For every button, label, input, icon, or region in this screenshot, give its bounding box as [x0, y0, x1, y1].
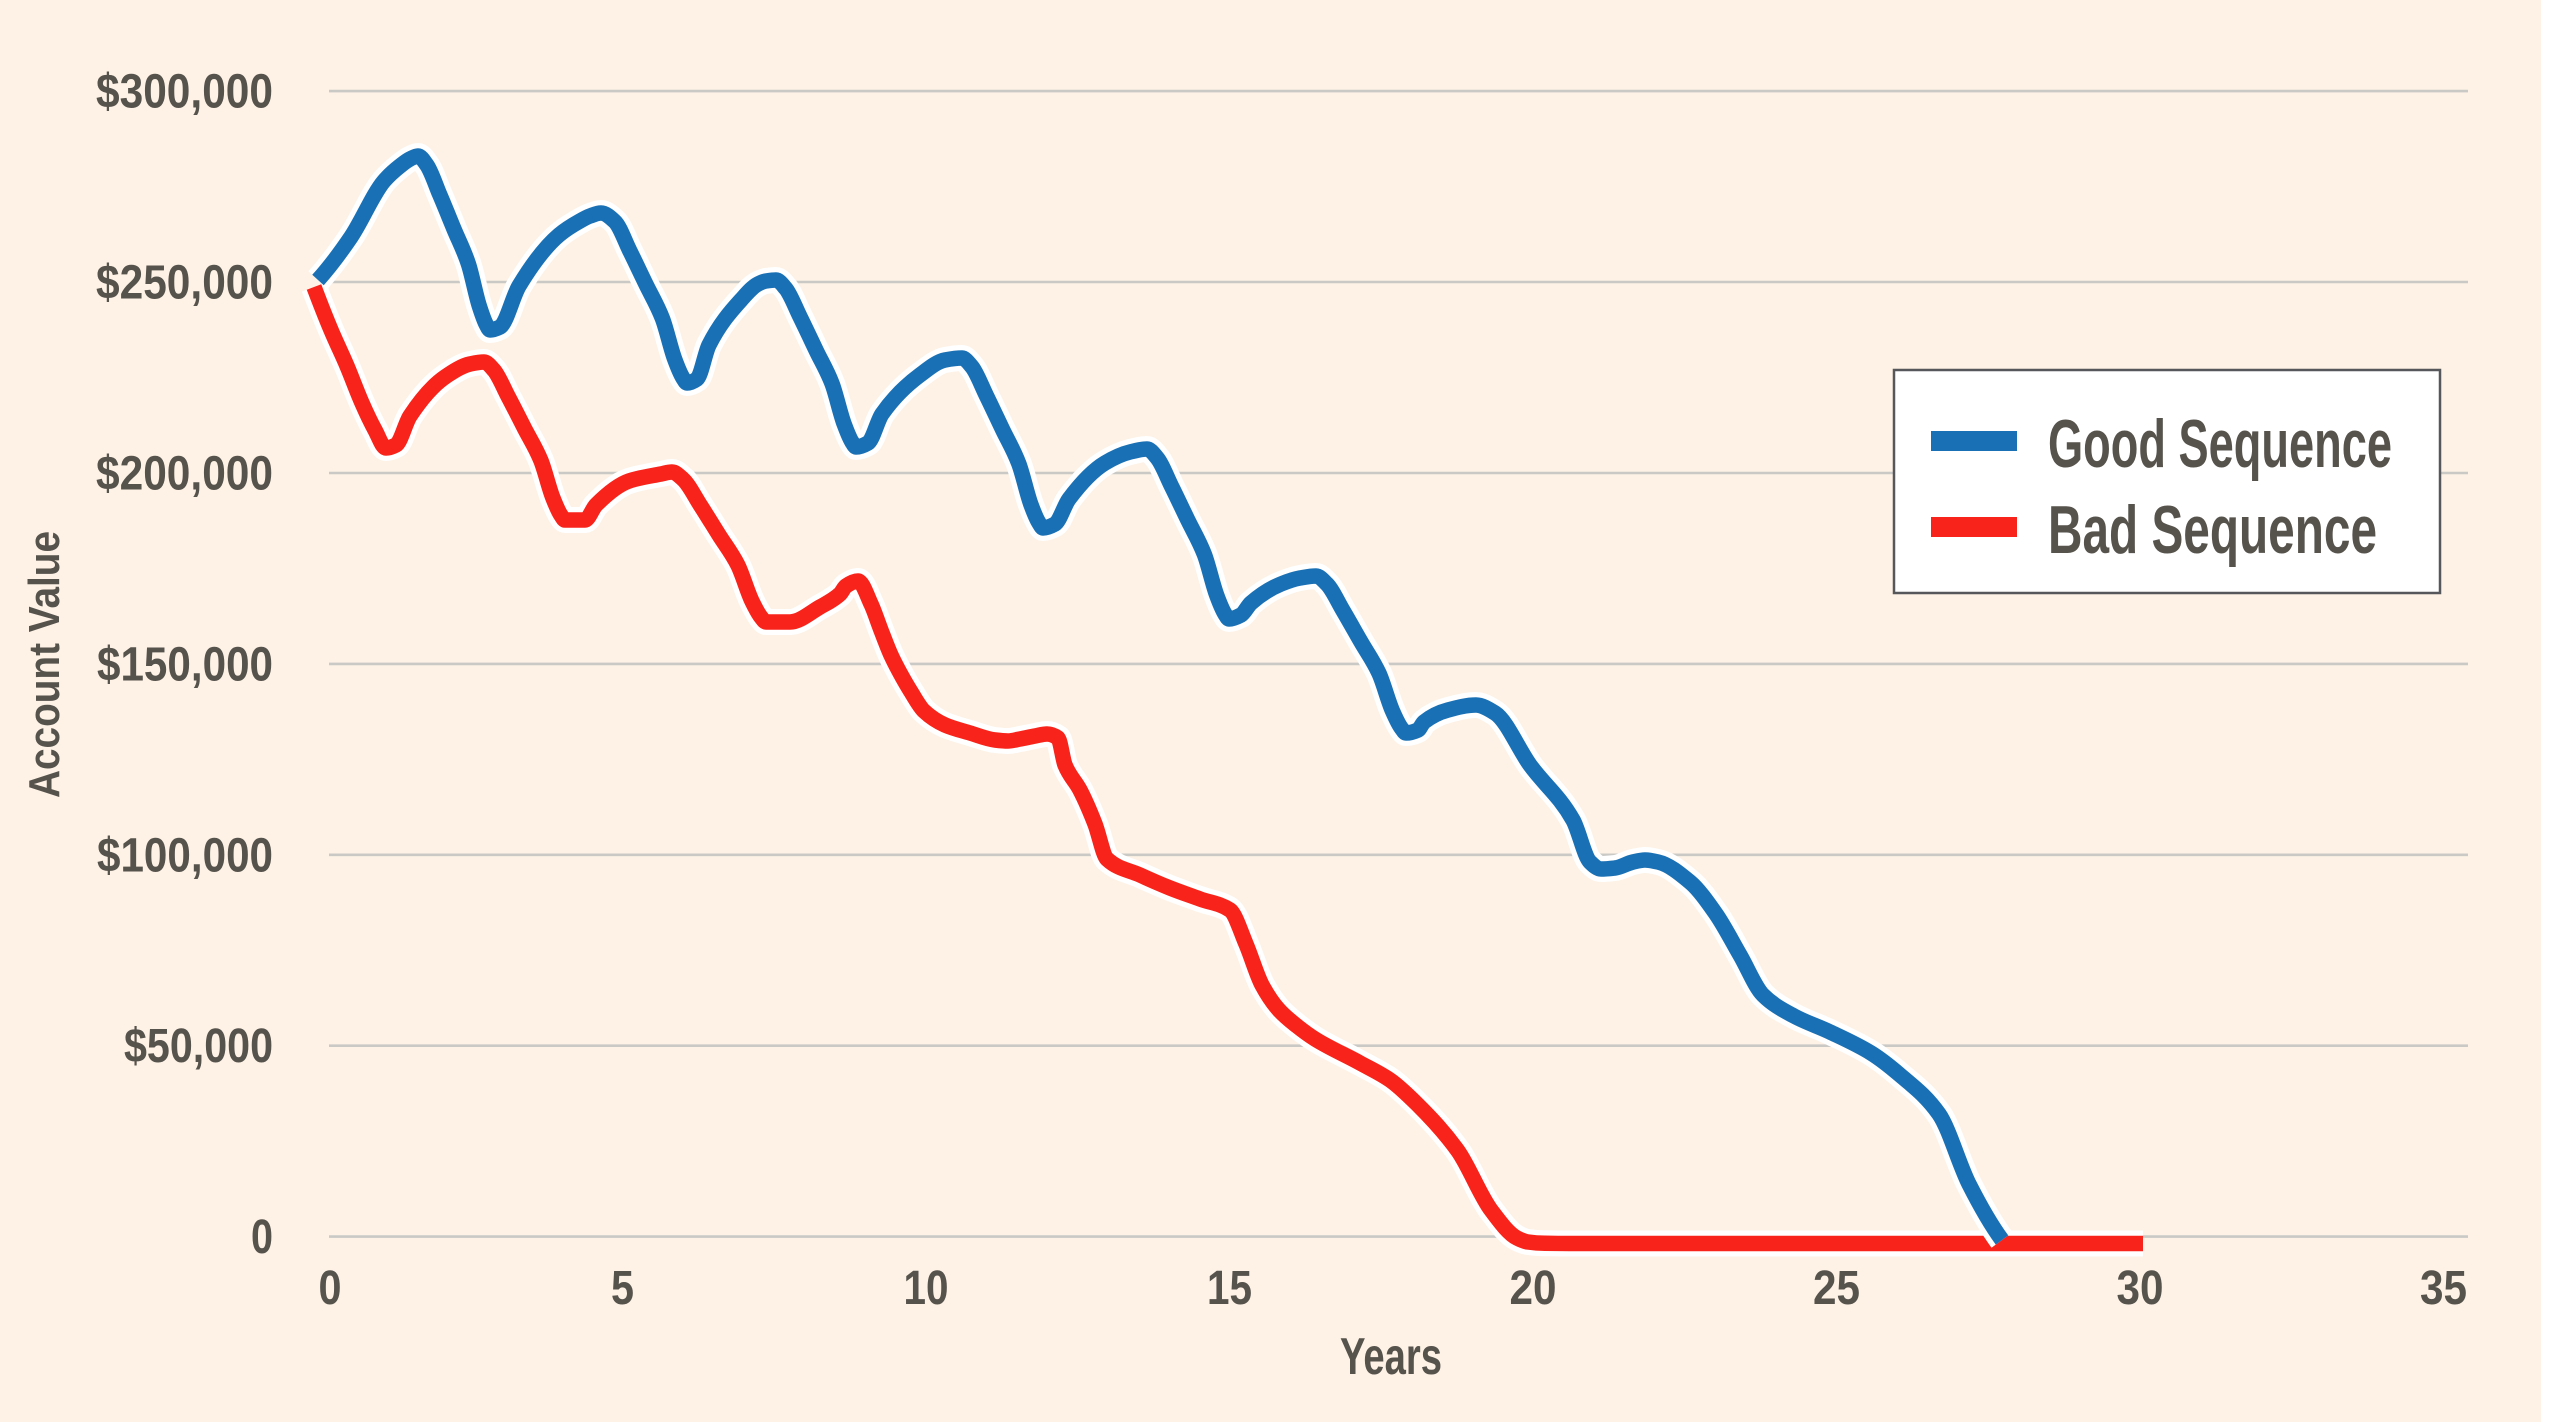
svg-text:30: 30	[2117, 1262, 2164, 1315]
svg-text:10: 10	[904, 1262, 949, 1315]
svg-text:$250,000: $250,000	[96, 257, 273, 310]
svg-text:Years: Years	[1340, 1328, 1442, 1386]
svg-text:$50,000: $50,000	[124, 1020, 273, 1073]
svg-text:$150,000: $150,000	[97, 638, 273, 691]
svg-text:5: 5	[611, 1262, 634, 1315]
svg-text:Account Value: Account Value	[20, 531, 69, 798]
svg-text:Bad Sequence: Bad Sequence	[2048, 492, 2377, 568]
svg-text:$300,000: $300,000	[96, 66, 273, 119]
svg-text:$100,000: $100,000	[97, 829, 273, 882]
svg-text:$200,000: $200,000	[96, 448, 273, 501]
svg-text:0: 0	[251, 1211, 273, 1264]
svg-text:20: 20	[1510, 1262, 1557, 1315]
svg-text:15: 15	[1207, 1262, 1252, 1315]
svg-text:0: 0	[319, 1262, 342, 1315]
svg-text:35: 35	[2420, 1262, 2467, 1315]
svg-text:25: 25	[1813, 1262, 1860, 1315]
svg-text:Good Sequence: Good Sequence	[2048, 406, 2392, 482]
